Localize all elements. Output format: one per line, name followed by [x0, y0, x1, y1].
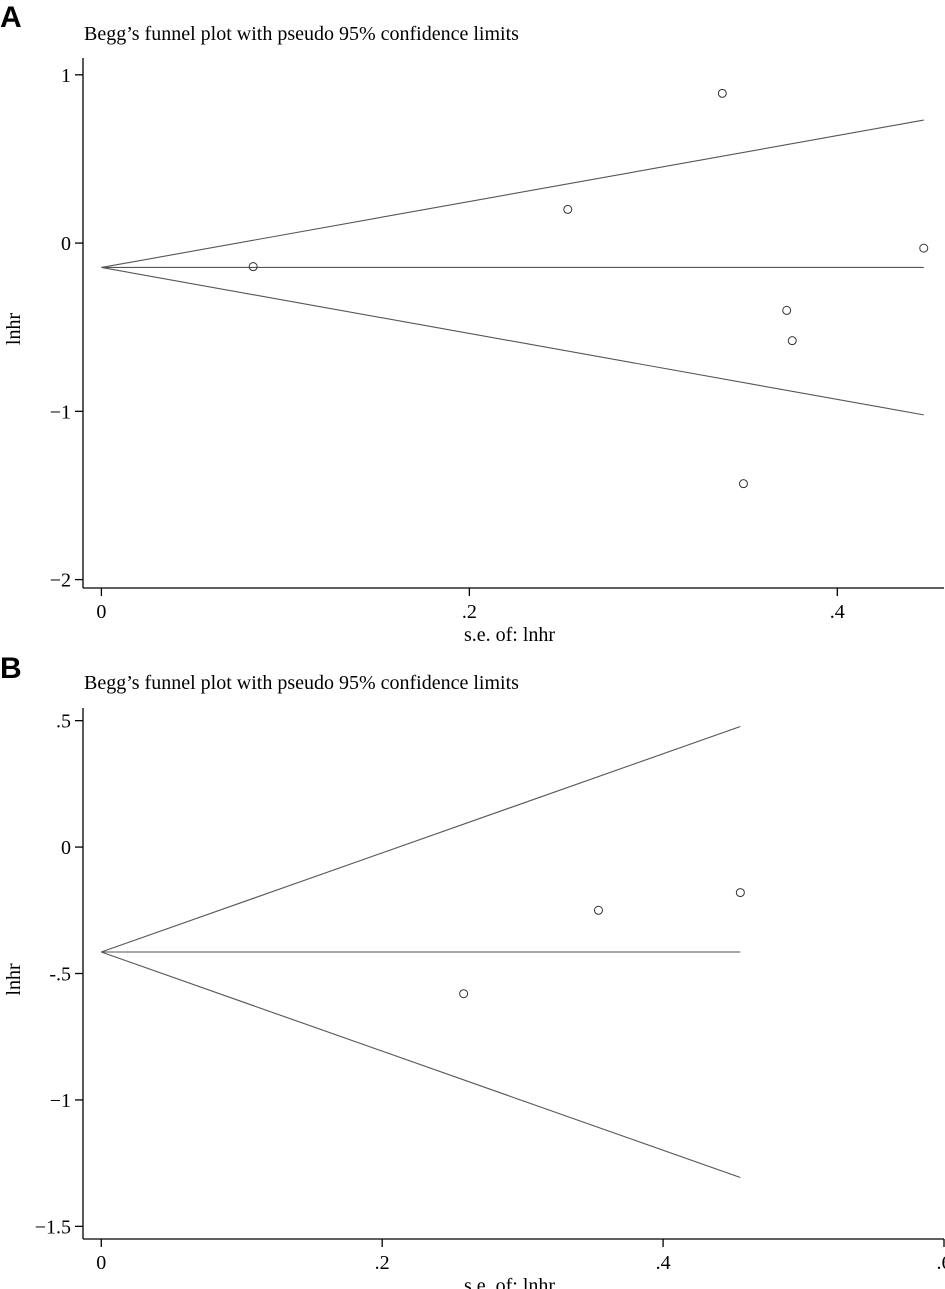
panel-letter-b: B: [0, 652, 22, 685]
chart-title-b: Begg’s funnel plot with pseudo 95% confi…: [84, 672, 519, 694]
study-point: [563, 204, 573, 214]
x-tick-label: 0: [96, 601, 106, 623]
upper-confidence-limit-line: [101, 725, 741, 953]
y-tick-label: −1: [50, 1090, 71, 1112]
panel-letter-a: A: [0, 1, 22, 34]
study-point: [248, 262, 258, 272]
y-tick-label: −1.5: [35, 1216, 71, 1238]
x-tick-label: .4: [830, 601, 845, 623]
x-axis-label: s.e. of: lnhr: [464, 624, 555, 646]
x-tick-label: .4: [656, 1252, 671, 1274]
study-point: [717, 88, 727, 98]
y-tick-label: 0: [61, 837, 71, 859]
y-tick-label: .5: [56, 711, 71, 733]
lower-confidence-limit-line: [101, 951, 741, 1179]
lower-confidence-limit-line: [101, 266, 924, 416]
study-point: [459, 989, 469, 999]
y-tick-label: −1: [50, 401, 71, 423]
y-tick-label: -.5: [49, 964, 71, 986]
y-tick-label: 0: [61, 233, 71, 255]
funnel-plot-b: .5 0 -.5 −1 −1.5 0 .2 .4 .6 s.e. of: lnhr lnhr: [3, 708, 945, 1289]
chart-title-a: Begg’s funnel plot with pseudo 95% confi…: [84, 23, 519, 45]
x-tick-label: 0: [96, 1252, 106, 1274]
funnel-plot-a: 1 0 −1 −2 0 .2 .4 s.e. of: lnhr lnhr: [3, 58, 944, 646]
y-tick-label: −2: [50, 570, 71, 592]
upper-confidence-limit-line: [101, 119, 924, 269]
y-tick-label: 1: [61, 65, 71, 87]
study-point: [735, 888, 745, 898]
x-axis-label: s.e. of: lnhr: [464, 1275, 555, 1289]
x-tick-label: .6: [937, 1252, 945, 1274]
y-axis-label: lnhr: [3, 313, 25, 346]
study-point: [782, 305, 792, 315]
study-point: [593, 905, 603, 915]
study-point: [919, 243, 929, 253]
x-tick-label: .2: [375, 1252, 390, 1274]
study-point: [738, 479, 748, 489]
study-point: [787, 336, 797, 346]
y-axis-label: lnhr: [3, 963, 25, 996]
x-tick-label: .2: [462, 601, 477, 623]
